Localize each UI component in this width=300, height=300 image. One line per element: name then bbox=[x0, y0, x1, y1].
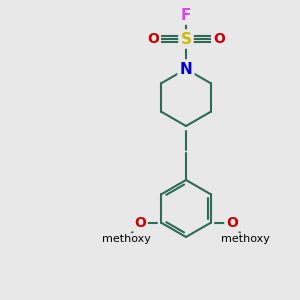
Text: O: O bbox=[213, 32, 225, 46]
Text: methoxy: methoxy bbox=[221, 234, 270, 244]
Text: O: O bbox=[134, 216, 146, 230]
Text: methoxy: methoxy bbox=[102, 234, 151, 244]
Text: O: O bbox=[147, 32, 159, 46]
Text: F: F bbox=[181, 8, 191, 22]
Text: N: N bbox=[180, 61, 192, 76]
Text: O: O bbox=[226, 216, 238, 230]
Text: S: S bbox=[181, 32, 191, 46]
